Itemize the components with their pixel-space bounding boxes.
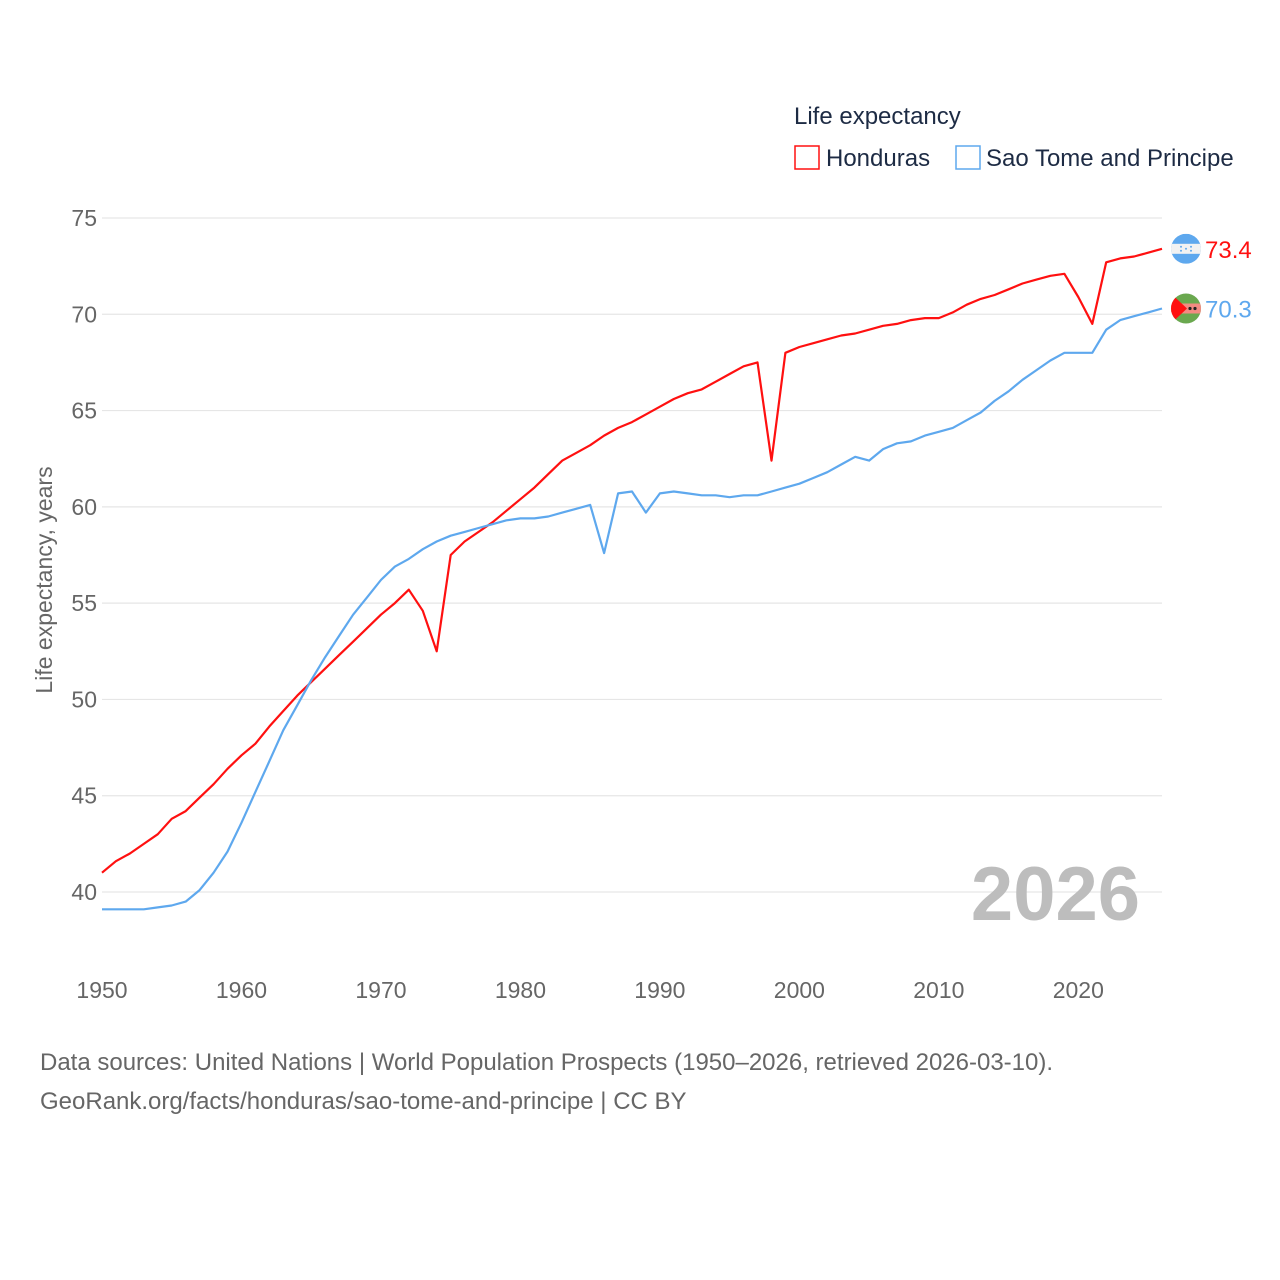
y-tick-label: 65 [71,398,97,424]
legend-item-sao-tome[interactable]: Sao Tome and Principe [955,145,1234,172]
legend-label-honduras: Honduras [826,145,930,172]
series-end-labels: 73.4 70.3 [1171,233,1252,324]
y-tick-label: 70 [71,301,97,327]
end-value-label: 70.3 [1205,297,1252,324]
x-axis-ticks: 1950 1960 1970 1980 1990 2000 2010 2020 [76,977,1103,1003]
x-tick-label: 1980 [495,977,546,1003]
y-axis-ticks: 40 45 50 55 60 65 70 75 [71,205,97,905]
series-line-honduras[interactable] [101,247,1163,874]
legend-label-sao-tome: Sao Tome and Principe [986,145,1234,172]
data-source-note: Data sources: United Nations | World Pop… [40,1043,1053,1121]
source-url[interactable]: GeoRank.org/facts/honduras/sao-tome-and-… [40,1088,687,1115]
y-tick-label: 75 [71,205,97,231]
y-tick-label: 40 [71,879,97,905]
honduras-flag-icon [1171,233,1201,264]
x-tick-label: 1990 [634,977,685,1003]
grid-lines [102,217,1162,893]
x-tick-label: 1950 [76,977,127,1003]
x-tick-label: 1970 [355,977,406,1003]
source-line: Data sources: United Nations | World Pop… [40,1049,1054,1076]
legend-swatch-honduras [794,145,820,170]
x-tick-label: 2000 [774,977,825,1003]
series-lines [101,247,1163,911]
legend: Life expectancy Honduras Sao Tome and Pr… [794,103,1234,172]
legend-swatch-sao-tome [955,145,981,170]
y-tick-label: 60 [71,494,97,520]
y-axis-label: Life expectancy, years [31,466,57,693]
y-tick-label: 50 [71,686,97,712]
x-tick-label: 2020 [1053,977,1104,1003]
legend-title: Life expectancy [794,103,961,130]
x-tick-label: 2010 [913,977,964,1003]
year-watermark: 2026 [971,852,1140,937]
y-tick-label: 45 [71,783,97,809]
legend-item-honduras[interactable]: Honduras [794,145,930,172]
sao-tome-flag-icon [1171,293,1201,324]
y-tick-label: 55 [71,590,97,616]
series-line-sao-tome[interactable] [102,307,1163,911]
end-value-label: 73.4 [1205,237,1252,264]
x-tick-label: 1960 [216,977,267,1003]
